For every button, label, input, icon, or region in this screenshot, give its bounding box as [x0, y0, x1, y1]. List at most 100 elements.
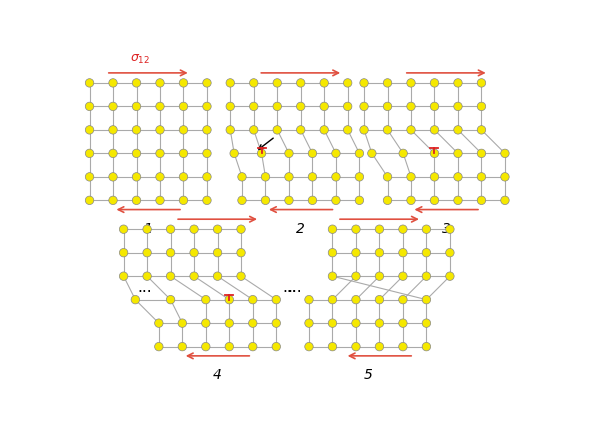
Circle shape — [332, 149, 340, 158]
Circle shape — [190, 248, 198, 257]
Circle shape — [273, 79, 282, 87]
Circle shape — [422, 342, 431, 351]
Circle shape — [368, 149, 376, 158]
Circle shape — [296, 79, 305, 87]
Circle shape — [430, 149, 439, 158]
Circle shape — [201, 342, 210, 351]
Circle shape — [477, 79, 486, 87]
Circle shape — [237, 248, 245, 257]
Circle shape — [133, 79, 141, 87]
Circle shape — [383, 173, 392, 181]
Circle shape — [375, 272, 383, 280]
Circle shape — [120, 225, 128, 233]
Circle shape — [454, 126, 462, 134]
Circle shape — [305, 319, 313, 327]
Circle shape — [355, 196, 363, 205]
Text: ...: ... — [283, 280, 297, 295]
Circle shape — [155, 149, 164, 158]
Circle shape — [85, 173, 94, 181]
Circle shape — [343, 126, 352, 134]
Circle shape — [85, 196, 94, 205]
Circle shape — [133, 149, 141, 158]
Circle shape — [399, 149, 408, 158]
Circle shape — [352, 295, 360, 304]
Circle shape — [343, 102, 352, 111]
Circle shape — [179, 196, 188, 205]
Circle shape — [273, 102, 282, 111]
Circle shape — [154, 319, 163, 327]
Circle shape — [179, 173, 188, 181]
Circle shape — [477, 173, 486, 181]
Circle shape — [477, 196, 486, 205]
Circle shape — [446, 225, 454, 233]
Circle shape — [131, 295, 140, 304]
Circle shape — [422, 225, 431, 233]
Circle shape — [166, 248, 175, 257]
Circle shape — [320, 79, 329, 87]
Circle shape — [352, 272, 360, 280]
Circle shape — [272, 342, 280, 351]
Circle shape — [249, 295, 257, 304]
Circle shape — [120, 248, 128, 257]
Circle shape — [85, 149, 94, 158]
Circle shape — [328, 272, 337, 280]
Circle shape — [360, 126, 368, 134]
Circle shape — [430, 126, 439, 134]
Circle shape — [213, 225, 222, 233]
Circle shape — [179, 102, 188, 111]
Circle shape — [109, 149, 117, 158]
Circle shape — [305, 342, 313, 351]
Circle shape — [454, 173, 462, 181]
Circle shape — [85, 79, 94, 87]
Circle shape — [454, 149, 462, 158]
Circle shape — [352, 342, 360, 351]
Circle shape — [296, 102, 305, 111]
Circle shape — [446, 272, 454, 280]
Circle shape — [343, 79, 352, 87]
Circle shape — [399, 225, 407, 233]
Circle shape — [203, 173, 211, 181]
Circle shape — [308, 149, 317, 158]
Circle shape — [328, 295, 337, 304]
Circle shape — [352, 319, 360, 327]
Circle shape — [399, 272, 407, 280]
Circle shape — [226, 79, 234, 87]
Circle shape — [399, 295, 407, 304]
Circle shape — [320, 102, 329, 111]
Circle shape — [155, 126, 164, 134]
Circle shape — [155, 79, 164, 87]
Circle shape — [109, 173, 117, 181]
Circle shape — [203, 196, 211, 205]
Circle shape — [201, 295, 210, 304]
Circle shape — [143, 225, 151, 233]
Circle shape — [284, 173, 293, 181]
Circle shape — [179, 79, 188, 87]
Circle shape — [85, 102, 94, 111]
Circle shape — [383, 196, 392, 205]
Circle shape — [226, 102, 234, 111]
Circle shape — [355, 149, 363, 158]
Text: 4: 4 — [213, 368, 222, 382]
Text: 1: 1 — [144, 222, 153, 236]
Circle shape — [237, 225, 245, 233]
Circle shape — [225, 295, 233, 304]
Circle shape — [407, 79, 415, 87]
Circle shape — [203, 126, 211, 134]
Circle shape — [262, 196, 270, 205]
Circle shape — [422, 319, 431, 327]
Circle shape — [133, 196, 141, 205]
Circle shape — [383, 79, 392, 87]
Circle shape — [501, 196, 509, 205]
Circle shape — [190, 272, 198, 280]
Circle shape — [203, 79, 211, 87]
Circle shape — [272, 319, 280, 327]
Circle shape — [430, 196, 439, 205]
Circle shape — [375, 319, 383, 327]
Text: 2: 2 — [296, 222, 305, 236]
Circle shape — [272, 295, 280, 304]
Circle shape — [446, 248, 454, 257]
Circle shape — [257, 149, 266, 158]
Circle shape — [85, 126, 94, 134]
Circle shape — [375, 295, 383, 304]
Circle shape — [190, 225, 198, 233]
